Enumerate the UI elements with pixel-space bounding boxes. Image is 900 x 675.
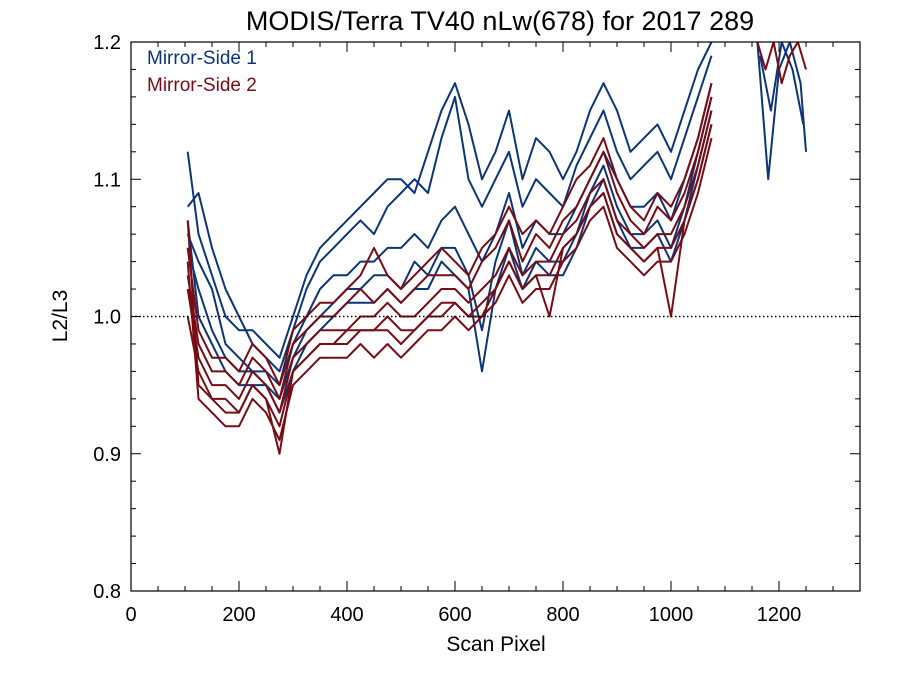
y-tick-label: 0.9 — [93, 444, 121, 466]
legend-entry-2: Mirror-Side 2 — [147, 75, 257, 96]
series-1-line-6 — [756, 42, 807, 181]
y-tick-label: 1.2 — [93, 32, 121, 54]
chart-title: MODIS/Terra TV40 nLw(678) for 2017 289 — [246, 6, 754, 36]
x-tick-label: 400 — [330, 604, 363, 626]
x-tick-label: 200 — [222, 604, 255, 626]
legend: Mirror-Side 1 Mirror-Side 2 — [147, 48, 257, 96]
series-2-line-3 — [186, 110, 713, 414]
axes: 0 200 400 600 800 1000 1200 0.8 0.9 1.0 1.1 1.2 — [93, 32, 861, 626]
y-tick-label: 0.8 — [93, 581, 121, 603]
y-axis-label: L2/L3 — [49, 290, 72, 343]
series-1-line-1 — [186, 42, 713, 359]
x-tick-label: 1200 — [757, 604, 802, 626]
series-1-line-5 — [186, 110, 713, 414]
x-tick-label: 600 — [438, 604, 471, 626]
y-tick-label: 1.1 — [93, 169, 121, 191]
series-2-line-7 — [756, 42, 807, 85]
series-2-line-6 — [186, 82, 713, 387]
series-2-line-4 — [186, 124, 713, 455]
x-tick-label: 0 — [125, 604, 136, 626]
x-tick-label: 800 — [546, 604, 579, 626]
x-tick-label: 1000 — [649, 604, 694, 626]
y-tick-label: 1.0 — [93, 307, 121, 329]
plot-area — [131, 42, 860, 455]
series-1-line-4 — [186, 96, 713, 400]
x-axis-label: Scan Pixel — [446, 633, 545, 656]
legend-entry-1: Mirror-Side 1 — [147, 48, 257, 69]
series-1-line-2 — [186, 55, 713, 373]
series-lines — [186, 42, 807, 455]
series-1-line-7 — [759, 42, 805, 125]
series-2-line-5 — [186, 96, 713, 400]
